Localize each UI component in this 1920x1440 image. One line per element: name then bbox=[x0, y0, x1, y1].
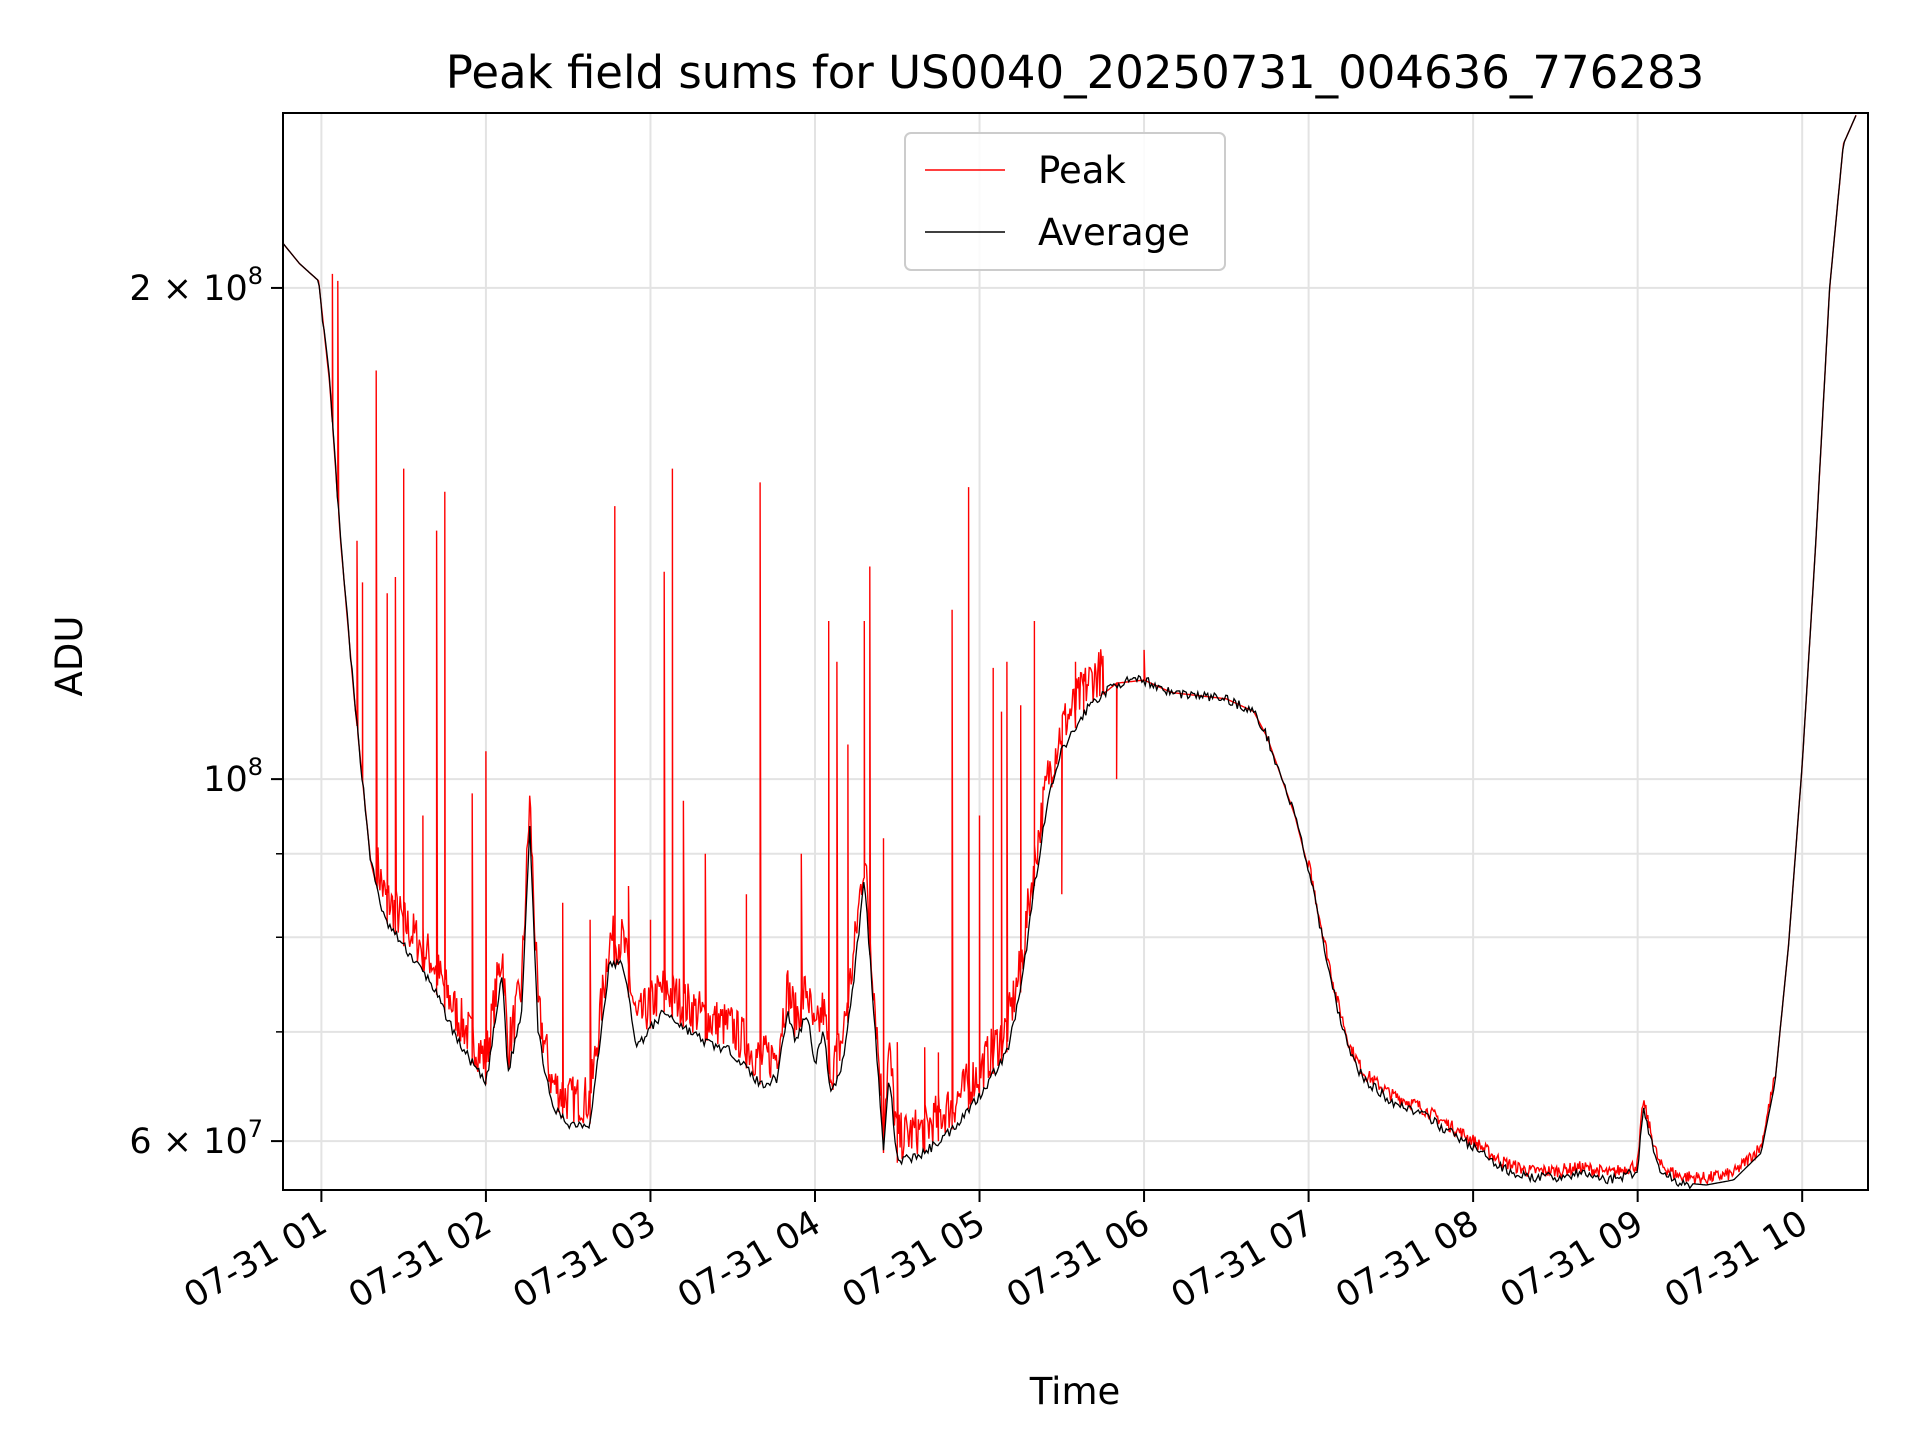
series-peak-line bbox=[283, 114, 1857, 1185]
legend-box bbox=[904, 132, 1226, 271]
grid bbox=[283, 113, 1868, 1190]
legend-label-peak: Peak bbox=[1038, 149, 1126, 192]
x-axis-label: Time bbox=[1029, 1370, 1121, 1413]
series-average-line bbox=[283, 115, 1857, 1190]
y-axis-label: ADU bbox=[48, 616, 91, 697]
series-layer bbox=[283, 114, 1857, 1190]
chart-title: Peak field sums for US0040_20250731_0046… bbox=[446, 46, 1704, 99]
y-tick-label: 2 × 108 bbox=[129, 262, 263, 309]
plot-border bbox=[282, 112, 1869, 1191]
axes-frame bbox=[282, 112, 1869, 1191]
legend-label-average: Average bbox=[1038, 211, 1190, 254]
y-tick-label: 6 × 107 bbox=[129, 1115, 263, 1162]
legend: Peak Average bbox=[904, 132, 1226, 271]
y-axis: 6 × 107 108 2 × 108 bbox=[129, 262, 283, 1162]
y-tick-label: 108 bbox=[203, 753, 263, 800]
